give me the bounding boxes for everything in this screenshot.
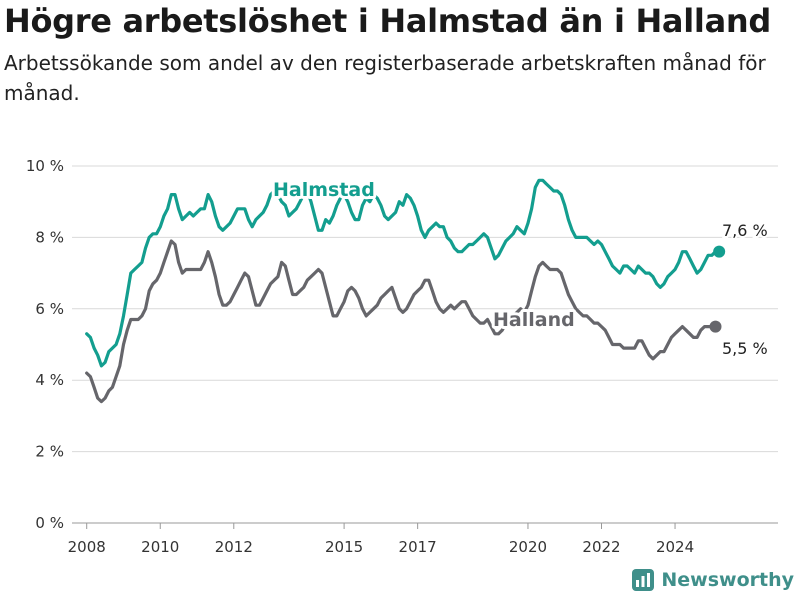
chart-subtitle: Arbetssökande som andel av den registerb…	[4, 51, 766, 105]
y-tick-label: 0 %	[35, 514, 64, 532]
x-tick-label: 2015	[325, 538, 363, 556]
x-axis: 2008 2010 2012 2015 2017 2020 2022 2024	[68, 523, 694, 556]
chart-title: Högre arbetslöshet i Halmstad än i Halla…	[4, 2, 771, 40]
y-tick-label: 10 %	[26, 157, 64, 175]
series-labels: Halmstad Halland 7,6 % 5,5 %	[270, 176, 770, 360]
end-point-halland	[709, 320, 722, 333]
x-tick-label: 2022	[582, 538, 620, 556]
end-value-halland: 5,5 %	[722, 339, 768, 358]
x-tick-label: 2012	[215, 538, 253, 556]
end-value-halmstad: 7,6 %	[722, 221, 768, 240]
x-tick-label: 2024	[656, 538, 694, 556]
y-tick-label: 6 %	[35, 300, 64, 318]
series-label-halland: Halland	[493, 309, 575, 331]
brand-name: Newsworthy	[661, 569, 794, 591]
end-point-halmstad	[713, 245, 726, 258]
y-tick-label: 2 %	[35, 443, 64, 461]
series-label-halmstad: Halmstad	[273, 179, 375, 201]
x-tick-label: 2008	[68, 538, 106, 556]
series-lines	[85, 178, 726, 404]
series-line-halland	[85, 239, 718, 404]
y-axis: 0 % 2 % 4 % 6 % 8 % 10 %	[26, 157, 64, 532]
y-tick-label: 8 %	[35, 228, 64, 246]
y-tick-label: 4 %	[35, 371, 64, 389]
x-tick-label: 2017	[399, 538, 437, 556]
gridlines	[72, 165, 778, 524]
brand-logo: Newsworthy	[631, 568, 794, 592]
bar-chart-icon	[632, 569, 655, 591]
x-tick-label: 2020	[509, 538, 547, 556]
series-line-halmstad	[85, 178, 721, 368]
x-tick-label: 2010	[141, 538, 179, 556]
